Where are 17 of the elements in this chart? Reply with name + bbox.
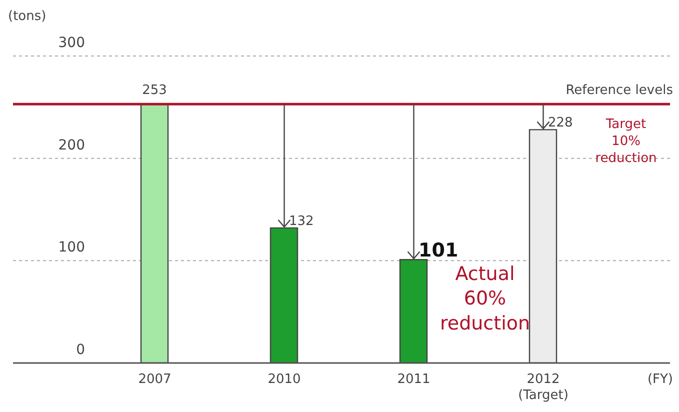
x-tick-label: 2007	[138, 372, 172, 387]
ref-line-label: Reference levels	[566, 83, 674, 98]
annotation: Target 10% reduction	[595, 117, 657, 166]
x-tick-label: 2010	[268, 372, 301, 387]
y-axis-title: (tons)	[8, 9, 46, 24]
data-label: 132	[289, 214, 314, 229]
data-label: 253	[142, 83, 167, 98]
x-tick-label: 2011	[397, 372, 430, 387]
data-label: 101	[418, 240, 458, 262]
y-tick-label: 200	[58, 137, 85, 154]
y-tick-label: 300	[58, 35, 85, 51]
x-tick-label: 2012 (Target)	[518, 372, 568, 403]
y-tick-label: 100	[58, 240, 85, 256]
y-tick-label: 0	[76, 342, 85, 358]
annotation: Actual 60% reduction	[440, 263, 530, 334]
x-axis-title: (FY)	[647, 372, 673, 387]
data-label: 228	[548, 116, 573, 131]
